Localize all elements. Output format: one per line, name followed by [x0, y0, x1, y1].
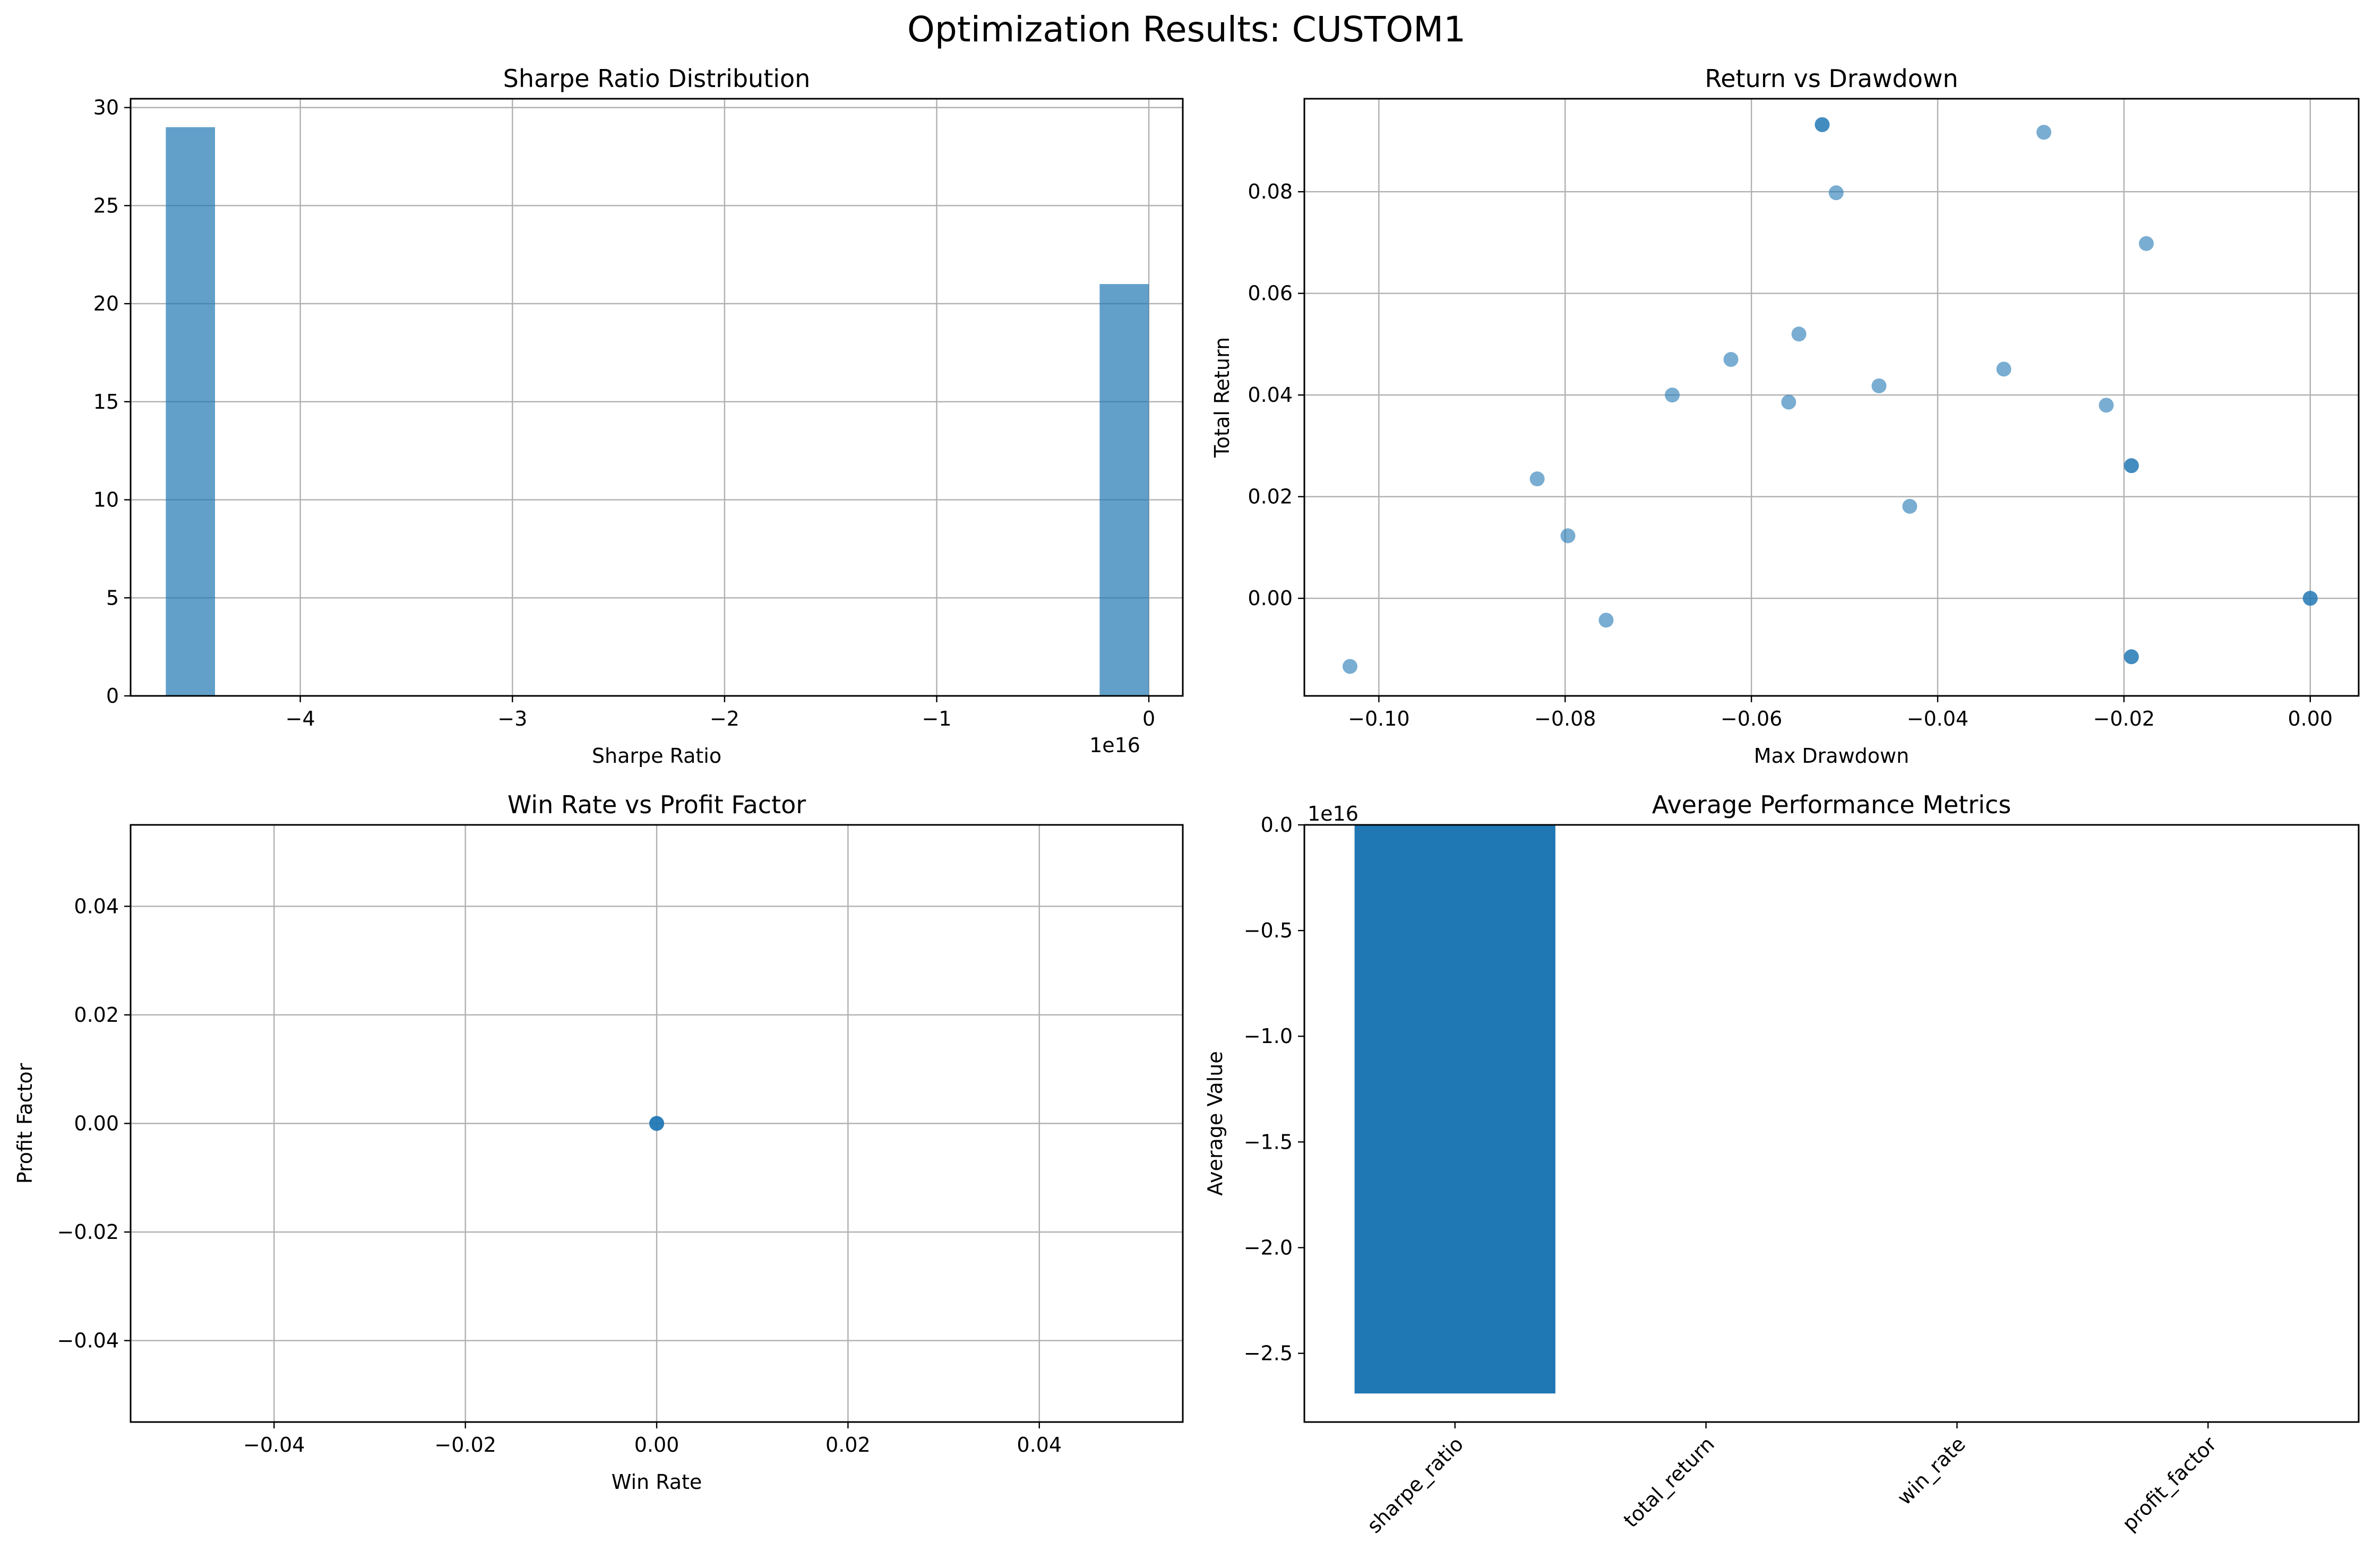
y-tick-label: 0.04	[1248, 383, 1293, 407]
scatter-point	[2099, 398, 2114, 413]
y-tick-label: 5	[106, 586, 119, 609]
y-tick-label: −2.5	[1244, 1342, 1293, 1365]
scatter-point	[2123, 649, 2139, 665]
x-tick-label: −0.08	[1534, 707, 1596, 730]
y-tick-label: 30	[93, 96, 119, 119]
sharpe-histogram-panel: −4 −3 −2 −1 0 0 5 10 15 20 25 30 Sharpe Ratio Distri…	[93, 64, 1184, 768]
category-label: total_return	[1619, 1432, 1719, 1532]
x-tick-label: −1	[922, 707, 951, 730]
x-tick-label: −2	[710, 707, 740, 730]
y-tick-label: 15	[93, 390, 119, 413]
scatter-point	[1902, 498, 1918, 514]
scatter-point	[2138, 236, 2154, 251]
plot-title: Win Rate vs Profit Factor	[508, 790, 806, 819]
y-offset-text: 1e16	[1308, 802, 1359, 825]
category-label: win_rate	[1893, 1432, 1970, 1510]
plot-title: Sharpe Ratio Distribution	[503, 64, 811, 93]
x-tick-label: 0.00	[634, 1433, 680, 1457]
y-tick-label: 0.02	[74, 1003, 119, 1027]
scatter-point	[1342, 659, 1357, 674]
scatter-point	[1871, 378, 1887, 393]
scatter-point	[1529, 471, 1545, 487]
scatter-point	[2302, 591, 2318, 606]
scatter-point	[1598, 613, 1614, 628]
scatter-point	[1791, 326, 1807, 342]
y-tick-label: −1.0	[1244, 1024, 1293, 1048]
x-tick-label: 0.02	[826, 1433, 871, 1457]
y-tick-label: 0.00	[74, 1112, 119, 1135]
y-tick-label: −0.02	[57, 1220, 119, 1244]
scatter-point	[1781, 394, 1796, 410]
y-tick-label: 0.06	[1248, 282, 1293, 305]
plot-title: Return vs Drawdown	[1705, 64, 1958, 93]
y-tick-label: −0.04	[57, 1329, 119, 1352]
x-tick-label: −0.06	[1721, 707, 1782, 730]
x-tick-label: −0.04	[243, 1433, 305, 1457]
histogram-bar	[166, 127, 216, 696]
scatter-point	[1996, 361, 2011, 377]
metric-bar	[1354, 825, 1555, 1394]
axes-frame	[130, 98, 1184, 697]
x-tick-label: −0.04	[1907, 707, 1968, 730]
plot-title: Average Performance Metrics	[1652, 790, 2011, 819]
scatter-point	[1664, 387, 1680, 403]
axes-frame	[1303, 824, 2360, 1423]
y-tick-label: −1.5	[1244, 1130, 1293, 1153]
return-drawdown-panel: −0.10 −0.08 −0.06 −0.04 −0.02 0.00 0.00 0.02 0.0…	[1210, 64, 2360, 768]
y-tick-label: 0	[106, 684, 119, 708]
x-offset-text: 1e16	[1089, 734, 1140, 757]
y-tick-label: 0.00	[1248, 587, 1293, 610]
y-tick-label: −2.0	[1244, 1236, 1293, 1259]
y-tick-label: −0.5	[1244, 919, 1293, 942]
scatter-point	[2036, 125, 2052, 140]
x-axis-label: Max Drawdown	[1754, 744, 1909, 768]
y-tick-label: 0.0	[1261, 813, 1293, 837]
y-axis-label: Profit Factor	[13, 1063, 37, 1184]
scatter-point	[649, 1116, 664, 1131]
x-axis-label: Win Rate	[612, 1470, 702, 1494]
y-axis-label: Total Return	[1210, 337, 1234, 458]
x-tick-label: 0.04	[1017, 1433, 1062, 1457]
figure-title: Optimization Results: CUSTOM1	[907, 9, 1466, 50]
y-tick-label: 0.08	[1248, 180, 1293, 203]
category-label: profit_factor	[2118, 1432, 2221, 1536]
x-tick-label: −0.02	[2093, 707, 2155, 730]
x-tick-label: −0.10	[1348, 707, 1409, 730]
scatter-point	[1560, 528, 1576, 544]
winrate-profit-panel: −0.04 −0.02 0.00 0.02 0.04 −0.04 −0.02 0.00 0.02…	[13, 790, 1184, 1494]
histogram-bar	[1099, 284, 1149, 696]
scatter-point	[2123, 458, 2139, 473]
y-tick-label: 0.02	[1248, 485, 1293, 509]
x-tick-label: 0.00	[2288, 707, 2333, 730]
x-tick-label: −4	[286, 707, 315, 730]
scatter-point	[1815, 117, 1830, 132]
scatter-point	[1828, 185, 1844, 201]
y-tick-label: 10	[93, 488, 119, 512]
y-axis-label: Average Value	[1203, 1051, 1227, 1195]
y-tick-label: 20	[93, 292, 119, 315]
x-tick-label: −3	[497, 707, 527, 730]
category-label: sharpe_ratio	[1362, 1432, 1468, 1538]
y-tick-label: 25	[93, 194, 119, 217]
axes-frame	[1303, 98, 2360, 697]
x-tick-label: 0	[1142, 707, 1155, 730]
axes-frame	[130, 824, 1184, 1423]
scatter-point	[1723, 352, 1739, 367]
y-tick-label: 0.04	[74, 894, 119, 918]
avg-metrics-panel: 0.0 −0.5 −1.0 −1.5 −2.0 −2.5 sharpe_ratio total…	[1203, 790, 2360, 1538]
x-tick-label: −0.02	[434, 1433, 496, 1457]
x-axis-label: Sharpe Ratio	[592, 744, 721, 768]
